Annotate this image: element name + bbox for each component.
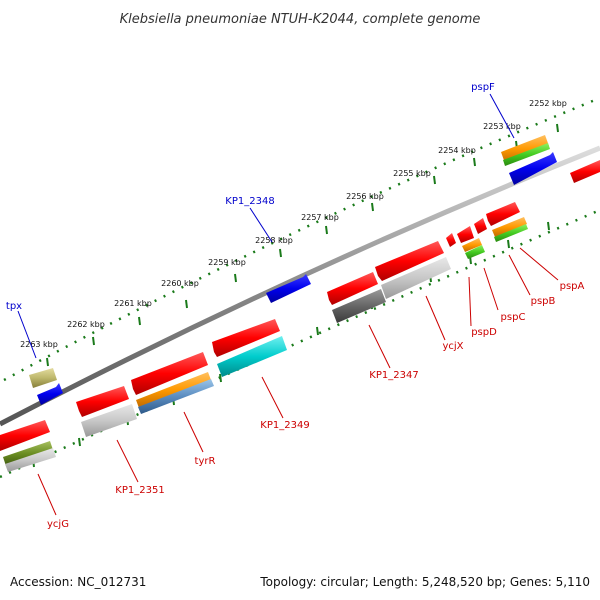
map-title: Klebsiella pneumoniae NTUH-K2044, comple… (120, 12, 481, 27)
kp1-2349-gene-arrow[interactable] (212, 319, 280, 357)
pspf-gene-arrow[interactable] (509, 152, 557, 185)
tick-label-3: 2255 kbp (393, 169, 431, 178)
outer-tick-8 (185, 299, 188, 309)
outer-tick-10 (92, 336, 95, 346)
tyrr-tertiary-bar (138, 379, 214, 414)
outer-tick-6 (279, 248, 282, 258)
tick-label-2: 2254 kbp (438, 146, 476, 155)
outer-tick-0 (556, 123, 559, 133)
pspa-secondary-bar (492, 217, 527, 237)
gene-label-kp1-2347[interactable]: KP1_2347 (369, 370, 418, 381)
kp1-2348-gene-arrow[interactable] (266, 274, 311, 303)
kp1-2351-secondary-bar (81, 404, 137, 437)
outer-tick-5 (325, 225, 328, 235)
label-leader-lines (17, 93, 559, 516)
ycjg-gene-arrow[interactable] (0, 420, 50, 451)
tick-label-1: 2253 kbp (483, 122, 521, 131)
pspa-tertiary-bar (494, 224, 528, 242)
tyrr-gene-arrow[interactable] (131, 352, 208, 395)
pspf-secondary-bar (501, 135, 549, 163)
tick-label-5: 2257 kbp (301, 213, 339, 222)
gene-label-kp1-2349[interactable]: KP1_2349 (260, 420, 309, 431)
pspd-gene-arrow[interactable] (446, 233, 456, 247)
pspb-gene-arrow[interactable] (474, 218, 487, 234)
outer-tick-11 (46, 357, 49, 367)
ycjg-secondary-bar (3, 441, 53, 466)
ycjx-gene-arrow[interactable] (375, 241, 444, 281)
accession-text: Accession: NC_012731 (10, 575, 146, 589)
inner-tick-7 (219, 373, 222, 383)
edge-gene-arrow[interactable] (570, 160, 600, 183)
outer-tick-9 (138, 316, 141, 326)
tpx-secondary-bar (29, 368, 57, 388)
gene-label-pspd[interactable]: pspD (471, 327, 497, 338)
inner-tick-10 (78, 437, 81, 447)
pspa-gene-arrow[interactable] (486, 202, 520, 226)
gene-label-pspc[interactable]: pspC (501, 312, 526, 323)
tick-label-0: 2252 kbp (529, 99, 567, 108)
outer-tick-2 (473, 157, 476, 167)
outer-tick-4 (371, 202, 374, 212)
ycjg-tertiary-bar (5, 448, 56, 472)
ycjx-secondary-bar (381, 257, 451, 299)
pspc-secondary-bar (462, 238, 482, 252)
gene-label-tpx[interactable]: tpx (6, 301, 22, 312)
gene-label-ycjg[interactable]: ycjG (47, 519, 69, 530)
plus-strand-features (29, 135, 557, 405)
kp1-2347-gene-arrow[interactable] (327, 272, 378, 305)
gene-label-ycjx[interactable]: ycjX (442, 341, 463, 352)
gene-label-kp1-2351[interactable]: KP1_2351 (115, 485, 164, 496)
pspc-tertiary-bar (465, 245, 485, 259)
minus-strand-features (0, 160, 600, 472)
tick-label-11: 2263 kbp (20, 340, 58, 349)
gene-label-tyrr[interactable]: tyrR (195, 456, 216, 467)
topology-text: Topology: circular; Length: 5,248,520 bp… (259, 575, 590, 589)
inner-tick-1 (507, 239, 510, 249)
gene-label-pspb[interactable]: pspB (531, 296, 556, 307)
inner-tick-0 (547, 221, 550, 231)
outer-tick-3 (433, 175, 436, 185)
inner-tick-5 (316, 326, 319, 336)
outer-tick-7 (234, 273, 237, 283)
tick-label-6: 2258 kbp (255, 236, 293, 245)
tick-label-10: 2262 kbp (67, 320, 105, 329)
pspc-gene-arrow[interactable] (457, 226, 474, 243)
tpx-gene-arrow[interactable] (37, 383, 63, 405)
gene-label-kp1-2348[interactable]: KP1_2348 (225, 196, 274, 207)
tick-labels: 2252 kbp 2253 kbp 2254 kbp 2255 kbp 2256 kbp… (20, 99, 567, 349)
pspf-tertiary-bar (503, 143, 550, 166)
gene-label-pspa[interactable]: pspA (560, 281, 585, 292)
kp1-2351-gene-arrow[interactable] (76, 386, 129, 417)
kp1-2347-secondary-bar (332, 289, 386, 323)
gene-labels: pspF KP1_2348 tpx pspA pspB pspC pspD yc… (6, 82, 585, 530)
tick-label-4: 2256 kbp (346, 192, 384, 201)
tyrr-secondary-bar (136, 372, 211, 408)
inner-tick-track (0, 208, 600, 479)
tick-label-7: 2259 kbp (208, 258, 246, 267)
tick-label-8: 2260 kbp (161, 279, 199, 288)
kp1-2349-secondary-bar (217, 336, 287, 377)
tick-label-9: 2261 kbp (114, 299, 152, 308)
gene-label-pspf[interactable]: pspF (471, 82, 495, 93)
